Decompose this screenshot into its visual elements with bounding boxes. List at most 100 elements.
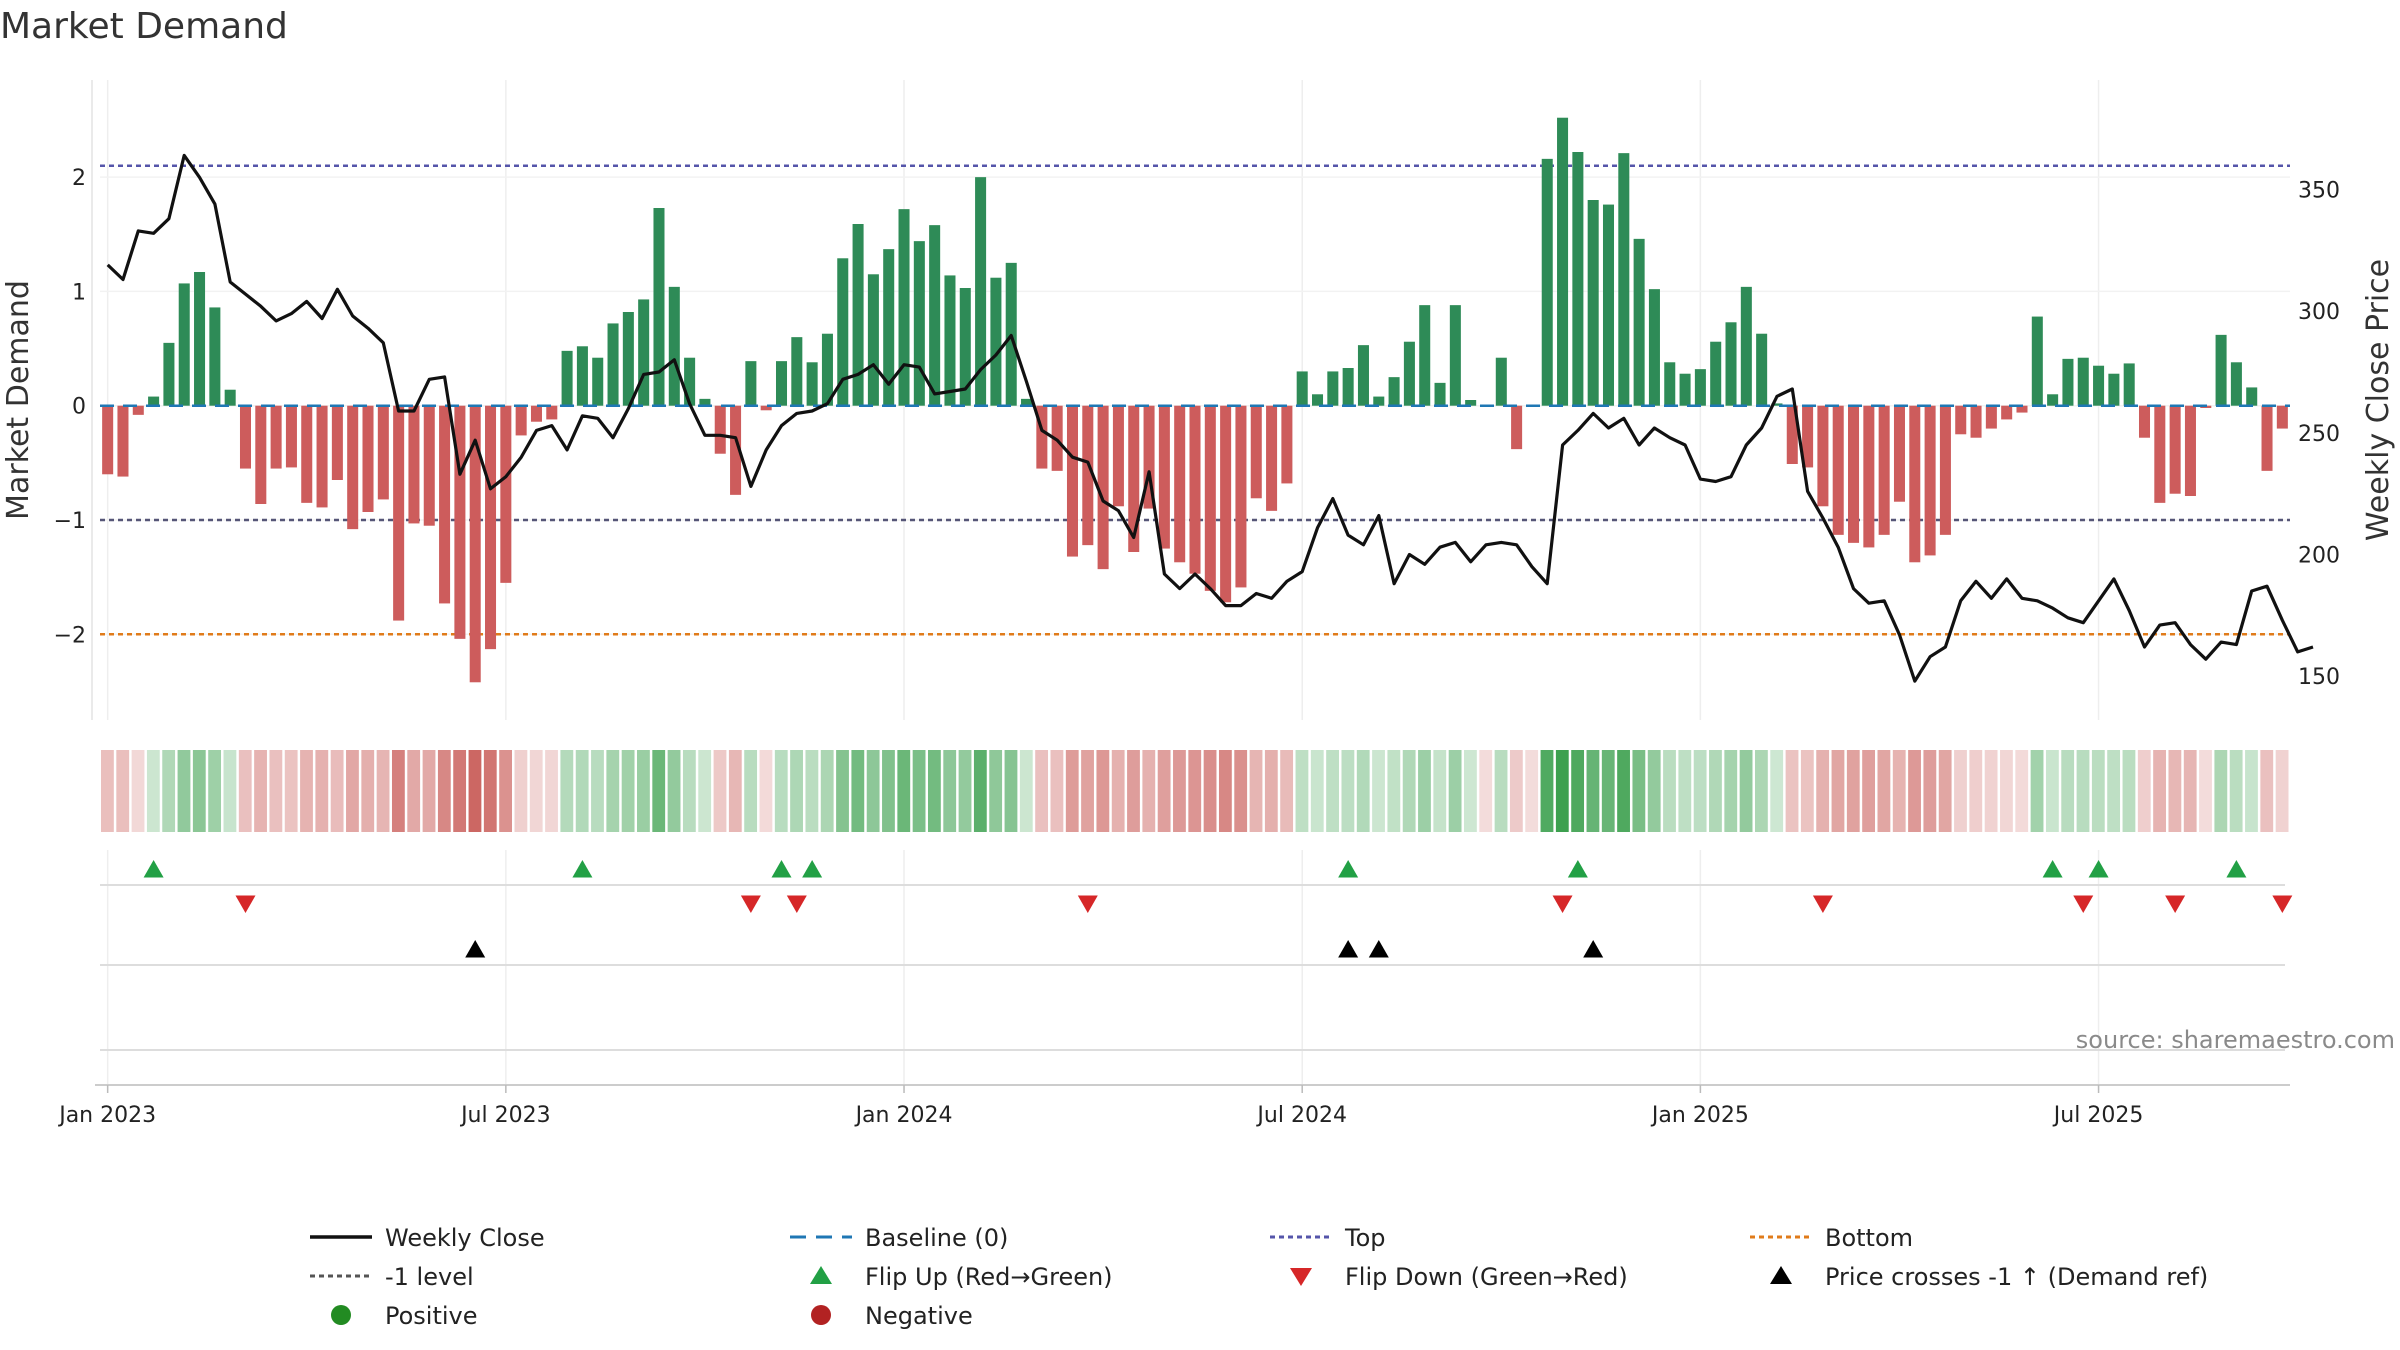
heat-strip-cell xyxy=(2015,750,2029,832)
demand-bar xyxy=(1710,341,1722,406)
demand-bar xyxy=(821,333,833,406)
heat-strip-cell xyxy=(1402,750,1416,832)
demand-bar xyxy=(1572,152,1584,406)
heat-strip-cell xyxy=(254,750,267,832)
demand-bar xyxy=(730,405,742,495)
demand-bar xyxy=(1112,405,1124,507)
heat-strip-cell xyxy=(177,750,191,832)
demand-bar xyxy=(1266,405,1278,511)
heat-strip-cell xyxy=(330,750,344,832)
demand-bar xyxy=(1174,405,1186,563)
flip-up-marker xyxy=(2042,860,2063,878)
x-ticks: Jan 2023 Jul 2023 Jan 2024 Jul 2024 Jan 2025… xyxy=(57,1085,2143,1128)
heat-strip-cell xyxy=(1831,750,1845,832)
demand-bar xyxy=(684,357,696,406)
demand-bar xyxy=(2261,405,2273,471)
legend-label: Weekly Close xyxy=(385,1224,545,1252)
demand-bar xyxy=(1373,396,1385,406)
heat-strip-cell xyxy=(667,750,681,832)
demand-bar xyxy=(1403,341,1415,406)
demand-bar xyxy=(622,312,634,406)
demand-bar xyxy=(1511,405,1523,450)
demand-bar xyxy=(867,274,879,406)
demand-bar xyxy=(944,275,956,406)
legend-item: Baseline (0) xyxy=(790,1224,1008,1252)
demand-bar xyxy=(546,405,558,420)
heat-strip-cell xyxy=(1035,750,1049,832)
heat-strip-cell xyxy=(1065,750,1079,832)
heat-strip-cell xyxy=(453,750,467,832)
heat-strip-cell xyxy=(1984,750,1998,832)
flip-up-marker xyxy=(572,860,593,878)
demand-bar xyxy=(653,208,665,406)
heat-strip-cell xyxy=(973,750,987,832)
heat-strip-cell xyxy=(1632,750,1646,832)
price-cross-marker xyxy=(1583,940,1604,958)
flip-up-marker xyxy=(1567,860,1588,878)
heat-strip-cell xyxy=(1540,750,1554,832)
demand-bar xyxy=(883,249,895,406)
demand-bar xyxy=(2093,365,2105,406)
heat-strip-cell xyxy=(1877,750,1891,832)
demand-bar xyxy=(316,405,328,508)
demand-bar xyxy=(377,405,389,500)
y2-tick-label: 200 xyxy=(2298,544,2340,569)
legend-label: Positive xyxy=(385,1302,478,1330)
demand-bar xyxy=(530,405,542,422)
heat-strip-cell xyxy=(1479,750,1493,832)
demand-bar xyxy=(1802,405,1814,468)
heat-strip-cell xyxy=(713,750,727,832)
heat-strip-cell xyxy=(1663,750,1676,832)
legend-swatch xyxy=(810,1266,832,1284)
demand-bar xyxy=(1893,405,1905,502)
legend-item: Flip Up (Red→Green) xyxy=(810,1263,1113,1291)
heat-strip-cell xyxy=(560,750,574,832)
grid-lines xyxy=(91,80,2290,1090)
heat-strip-cell xyxy=(1617,750,1630,832)
demand-bar xyxy=(990,277,1002,406)
heat-strip-cell xyxy=(422,750,436,832)
demand-bar xyxy=(2016,405,2028,413)
demand-bar xyxy=(929,225,941,406)
heat-strip-cell xyxy=(1264,750,1278,832)
demand-bar xyxy=(102,405,114,475)
demand-bar xyxy=(837,258,849,406)
demand-bar xyxy=(1434,382,1446,406)
demand-bar xyxy=(775,361,788,406)
heat-strip-cell xyxy=(1754,750,1768,832)
demand-bar xyxy=(576,346,588,406)
heat-strip-cell xyxy=(897,750,911,832)
heat-strip-cell xyxy=(1862,750,1876,832)
heat-strip-cell xyxy=(1418,750,1431,832)
legend-label: Bottom xyxy=(1825,1224,1913,1252)
demand-bar xyxy=(607,323,619,406)
legend-item: Flip Down (Green→Red) xyxy=(1290,1263,1628,1291)
flip-up-marker xyxy=(143,860,164,878)
demand-bar xyxy=(1312,394,1324,406)
heat-strip-cell xyxy=(2137,750,2151,832)
heat-strip-cell xyxy=(805,750,819,832)
legend-item: Positive xyxy=(331,1302,478,1330)
heat-strip-cell xyxy=(2199,750,2212,832)
legend-item: Price crosses -1 ↑ (Demand ref) xyxy=(1770,1263,2208,1291)
demand-bar xyxy=(745,361,757,406)
heat-strip-cell xyxy=(269,750,283,832)
demand-bar xyxy=(485,405,497,650)
heat-strip-cell xyxy=(1218,750,1232,832)
heat-strip-cell xyxy=(1908,750,1921,832)
heat-strip-cell xyxy=(192,750,206,832)
demand-bar xyxy=(270,405,282,469)
legend: Weekly Close Baseline (0) Top Bottom -1 leve… xyxy=(310,1224,2208,1330)
demand-bar xyxy=(423,405,435,526)
demand-bar xyxy=(2123,363,2135,406)
heat-strip-cell xyxy=(2214,750,2228,832)
heat-strip-cell xyxy=(1555,750,1569,832)
heat-strip-cell xyxy=(774,750,788,832)
heat-strip-cell xyxy=(1938,750,1952,832)
demand-bar xyxy=(791,337,803,406)
demand-bar xyxy=(714,405,726,454)
demand-bar xyxy=(2169,405,2181,494)
demand-bar xyxy=(1388,377,1400,406)
demand-bar xyxy=(1955,405,1967,435)
heat-strip-cell xyxy=(912,750,926,832)
